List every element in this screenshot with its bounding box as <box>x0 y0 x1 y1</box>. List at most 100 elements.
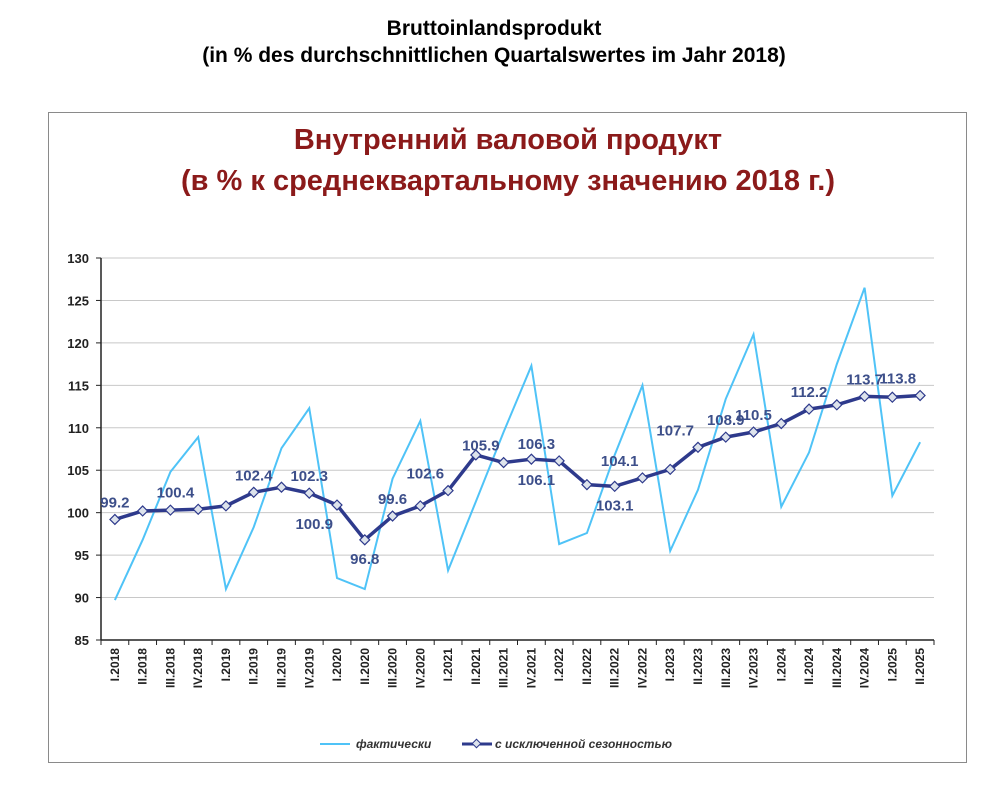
x-tick-label: I.2019 <box>219 648 233 682</box>
seasonal-point <box>803 403 815 415</box>
x-tick-label: I.2022 <box>552 648 566 682</box>
x-tick-label: III.2020 <box>386 648 400 688</box>
data-label: 99.6 <box>378 491 407 508</box>
x-tick-label: I.2023 <box>663 648 677 682</box>
x-tick-label: III.2024 <box>830 648 844 688</box>
data-label: 113.7 <box>846 371 883 388</box>
seasonal-point <box>303 487 316 499</box>
data-label: 108.9 <box>707 412 745 429</box>
data-label: 106.3 <box>518 436 556 453</box>
seasonal-point <box>470 449 482 461</box>
data-label: 106.1 <box>518 472 556 489</box>
seasonal-point <box>414 500 427 512</box>
x-tick-label: I.2018 <box>108 648 122 682</box>
data-label: 104.1 <box>601 453 639 470</box>
x-tick-label: I.2024 <box>774 648 788 682</box>
page-title: Bruttoinlandsprodukt <box>386 17 602 40</box>
y-tick-label: 105 <box>67 463 89 478</box>
seasonal-point <box>136 505 149 517</box>
seasonal-point <box>442 484 454 497</box>
series-lines <box>109 287 926 601</box>
y-tick-label: 130 <box>67 251 89 266</box>
data-label: 112.2 <box>791 384 828 401</box>
data-label: 105.9 <box>462 438 500 455</box>
y-tick-label: 110 <box>68 421 89 436</box>
seasonal-point <box>497 456 510 469</box>
x-tick-label: II.2021 <box>469 648 483 685</box>
x-tick-labels: I.2018 II.2018 III.2018 IV.2018 I.2019 II.201… <box>108 648 927 689</box>
seasonal-point <box>636 472 649 484</box>
data-label: 100.9 <box>295 516 333 533</box>
x-tick-label: II.2024 <box>802 648 816 685</box>
x-tick-label: IV.2024 <box>858 648 872 689</box>
legend-label-actual: фактически <box>356 737 432 751</box>
seasonal-point <box>386 510 399 522</box>
x-tick-label: II.2020 <box>358 648 372 685</box>
series-line-actual <box>113 287 922 601</box>
chart-title: Внутренний валовой продукт <box>294 124 722 156</box>
x-tick-label: II.2023 <box>691 648 705 685</box>
x-tick-label: IV.2023 <box>747 648 761 689</box>
seasonal-point <box>553 455 565 467</box>
seasonal-point <box>914 389 926 402</box>
data-label: 102.3 <box>290 468 328 485</box>
legend: фактически с исключенной сезонностью <box>320 737 672 751</box>
data-label: 102.4 <box>235 467 273 484</box>
y-tick-label: 85 <box>75 633 89 648</box>
seasonal-point <box>275 481 288 493</box>
x-tick-label: III.2023 <box>719 648 733 688</box>
seasonal-point <box>220 500 232 512</box>
x-tick-label: I.2021 <box>441 648 455 682</box>
chart-subtitle: (в % к среднеквартальному значению 2018 … <box>181 165 835 197</box>
seasonal-point <box>692 441 704 454</box>
x-tick-label: II.2022 <box>580 648 594 685</box>
legend-label-seasonal: с исключенной сезонностью <box>495 737 672 751</box>
x-tick-label: IV.2018 <box>191 648 205 689</box>
seasonal-point <box>581 478 593 491</box>
y-tick-labels: 85 90 95 100 105 110 115 120 125 130 <box>67 251 89 648</box>
x-tick-label: III.2022 <box>608 648 622 688</box>
x-tick-label: IV.2019 <box>302 648 316 689</box>
y-tick-label: 90 <box>75 591 89 606</box>
y-tick-label: 100 <box>67 506 89 521</box>
x-tick-label: IV.2022 <box>635 648 649 689</box>
seasonal-point <box>831 399 843 411</box>
x-tick-label: III.2018 <box>163 648 177 688</box>
x-tick-label: III.2019 <box>274 648 288 688</box>
data-label: 102.6 <box>407 466 445 483</box>
legend-marker-seasonal <box>471 738 482 749</box>
seasonal-point <box>247 486 260 499</box>
data-label: 96.8 <box>350 551 379 568</box>
seasonal-point <box>664 463 677 476</box>
seasonal-point <box>164 504 177 516</box>
x-tick-label: IV.2021 <box>524 648 538 689</box>
seasonal-point <box>775 417 788 430</box>
x-tick-label: IV.2020 <box>413 648 427 689</box>
seasonal-point <box>525 453 538 465</box>
data-label: 113.8 <box>879 371 916 388</box>
data-label: 99.2 <box>100 494 129 511</box>
data-label: 103.1 <box>596 497 634 514</box>
seasonal-point <box>747 426 760 438</box>
y-tick-label: 95 <box>75 548 89 563</box>
seasonal-point <box>358 534 371 546</box>
seasonal-point <box>192 503 204 516</box>
x-tick-label: II.2018 <box>136 648 150 685</box>
data-label: 100.4 <box>157 484 195 501</box>
chart-frame <box>48 112 967 763</box>
x-tick-label: I.2020 <box>330 648 344 682</box>
series-line-seasonal <box>114 393 921 542</box>
seasonal-point <box>719 431 732 443</box>
seasonal-point <box>109 513 121 526</box>
y-tick-label: 115 <box>68 378 89 393</box>
data-label: 110.5 <box>735 407 772 424</box>
page-subtitle: (in % des durchschnittlichen Quartalswer… <box>202 44 786 67</box>
y-tick-label: 120 <box>67 336 89 351</box>
x-tick-label: II.2025 <box>913 648 927 685</box>
x-tick-label: I.2025 <box>885 648 899 682</box>
y-tick-label: 125 <box>67 293 89 308</box>
x-tick-label: III.2021 <box>497 648 511 688</box>
data-label: 107.7 <box>656 422 694 439</box>
